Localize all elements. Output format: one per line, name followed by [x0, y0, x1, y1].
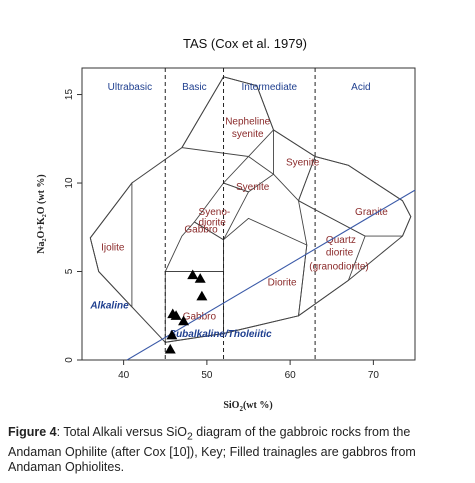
gabbro-point-5 [178, 315, 190, 326]
gabbro-point-6 [166, 329, 178, 340]
field-polygon-9 [223, 217, 308, 335]
alkaline-divider [126, 189, 416, 361]
x-ticks: 40 50 60 70 [118, 360, 379, 381]
field-label-8: Syenite [286, 157, 320, 168]
field-label-3: Syeno- [199, 207, 231, 218]
subalkaline-label: Subalkaline/Tholeiitic [169, 329, 272, 340]
field-label-13: Granite [355, 207, 388, 218]
field-label-7: syenite [232, 129, 264, 140]
caption-text-1: : Total Alkali versus SiO [56, 425, 188, 439]
y-axis-label: Na₂O+K₂O (wt %) [36, 174, 47, 253]
caption-text-2: diagram of the gabbroic rocks from the A… [8, 425, 416, 474]
x-tick-label-1: 50 [201, 370, 213, 381]
gabbro-point-7 [164, 343, 176, 354]
data-points [164, 269, 208, 354]
field-label-4: diorite [199, 218, 227, 229]
field-label-12: (granodiorite) [309, 262, 368, 273]
field-label-9: Diorite [268, 278, 297, 289]
region-labels: Ultrabasic Basic Intermediate Acid [108, 82, 371, 93]
gabbro-point-2 [196, 290, 208, 301]
alkaline-divider-line [126, 189, 416, 361]
y-tick-label-3: 15 [64, 89, 75, 101]
region-label-2: Intermediate [242, 82, 298, 93]
y-tick-label-2: 10 [64, 177, 75, 189]
field-label-10: Quartz [326, 235, 356, 246]
x-axis-label-main: SiO [223, 400, 239, 411]
x-tick-label-3: 70 [368, 370, 380, 381]
gabbro-point-0 [187, 269, 199, 280]
tas-chart: TAS (Cox et al. 1979) Ultrabasic Basic Int… [36, 36, 416, 413]
field-label-5: Syenite [236, 182, 270, 193]
gabbro-point-1 [194, 273, 206, 283]
field-label-2: Gabbro [184, 225, 218, 236]
caption-label: Figure 4 [8, 425, 57, 439]
x-tick-label-0: 40 [118, 370, 130, 381]
figure-caption: Figure 4: Total Alkali versus SiO2 diagr… [8, 425, 466, 475]
y-ticks: 0 5 10 15 [64, 89, 82, 363]
region-label-3: Acid [351, 82, 370, 93]
y-tick-label-0: 0 [64, 357, 75, 363]
chart-title: TAS (Cox et al. 1979) [183, 36, 307, 51]
region-label-0: Ultrabasic [108, 82, 152, 93]
caption-sub: 2 [187, 431, 193, 443]
field-label-6: Nepheline [225, 117, 270, 128]
gabbro-point-4 [170, 310, 182, 320]
field-label-11: diorite [326, 248, 354, 259]
y-tick-label-1: 5 [64, 268, 75, 274]
plot-frame [81, 67, 416, 361]
x-tick-label-2: 60 [285, 370, 297, 381]
alkaline-label: Alkaline [89, 301, 129, 312]
x-axis-label: SiO2(wt %) [223, 400, 272, 413]
series-labels: Alkaline Subalkaline/Tholeiitic [89, 301, 272, 340]
x-axis-label-unit: (wt %) [243, 400, 273, 411]
field-outline [89, 76, 412, 343]
x-axis-label-sub: 2 [239, 405, 243, 413]
field-labels: IjoliteGabbroGabbroSyeno-dioriteSyeniteN… [101, 117, 388, 323]
field-label-0: Ijolite [101, 242, 125, 253]
region-label-1: Basic [182, 82, 206, 93]
